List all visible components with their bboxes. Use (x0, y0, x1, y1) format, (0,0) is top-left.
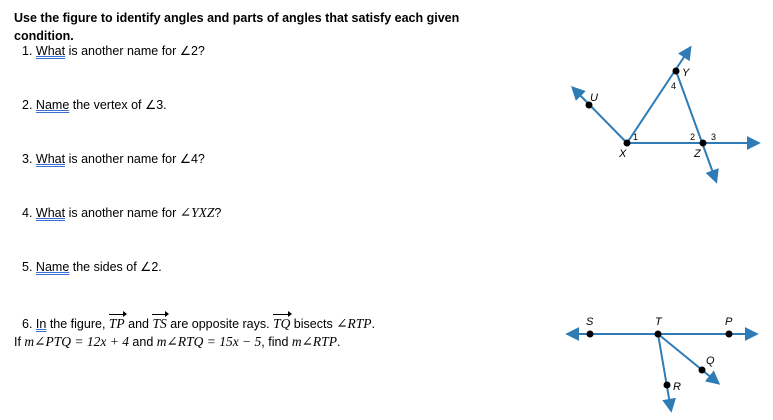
question-6: 6. In the figure, TP and TS are opposite… (22, 311, 375, 333)
label-p: P (725, 316, 733, 328)
question-number: 1. (22, 44, 33, 58)
angle-label-4: 4 (671, 81, 676, 91)
equation-ptq: m∠PTQ = 12x + 4 (24, 334, 129, 349)
target-angle: m∠RTP (291, 334, 337, 349)
question-lead-word: What (35, 152, 66, 166)
question-number: 3. (22, 152, 33, 166)
label-x: X (618, 148, 627, 160)
figure-1: U Y X Z 1 2 3 4 (571, 45, 761, 184)
question-text: and (124, 317, 153, 331)
ray-tq: TQ (273, 311, 293, 331)
question-text: is another name for ∠4? (65, 152, 205, 166)
ray-ts: TS (152, 311, 170, 331)
question-text: are opposite rays. (166, 317, 274, 331)
angle-rtp: ∠RTP (336, 316, 372, 331)
question-2: 2. Name the vertex of ∠3. (22, 96, 167, 114)
question-lead-word: Name (35, 98, 70, 112)
question-1: 1. What is another name for ∠2? (22, 42, 205, 60)
question-text: . (371, 317, 375, 331)
ray-xy (626, 45, 692, 144)
question-number: 2. (22, 98, 33, 112)
question-3: 3. What is another name for ∠4? (22, 150, 205, 168)
ray-zy (675, 70, 719, 184)
ray-xu (571, 86, 628, 144)
label-t: T (655, 316, 663, 328)
ray-tq (657, 333, 721, 385)
figure-2: S T P Q R (565, 316, 759, 413)
label-q: Q (706, 355, 715, 367)
point-x (623, 139, 631, 147)
question-5: 5. Name the sides of ∠2. (22, 258, 162, 276)
equation-rtq: m∠RTQ = 15x − 5 (156, 334, 262, 349)
point-p (725, 330, 733, 338)
point-q (698, 366, 706, 374)
question-number: 4. (22, 206, 33, 220)
label-r: R (673, 381, 681, 393)
question-text: is another name for ∠2? (65, 44, 205, 58)
question-end: . (336, 335, 341, 349)
ray-tr (657, 333, 677, 413)
question-lead-word: In (35, 317, 47, 331)
question-number: 5. (22, 260, 33, 274)
point-t (654, 330, 662, 338)
question-lead-word: Name (35, 260, 70, 274)
label-z: Z (693, 148, 702, 160)
question-text: and (128, 335, 157, 349)
label-u: U (590, 92, 598, 104)
question-text: If (14, 335, 25, 349)
point-u (585, 101, 593, 109)
question-text: bisects (290, 317, 337, 331)
question-6-line-2: If m∠PTQ = 12x + 4 and m∠RTQ = 15x − 5, … (14, 333, 340, 351)
ray-tp: TP (108, 311, 127, 331)
point-z (699, 139, 707, 147)
question-lead-word: What (35, 44, 66, 58)
point-s (586, 330, 594, 338)
question-lead-word: What (35, 206, 66, 220)
question-number: 6. (22, 317, 33, 331)
question-text: the sides of ∠2. (69, 260, 162, 274)
question-text: , find (261, 335, 292, 349)
angle-label-2: 2 (690, 132, 695, 142)
question-end: ? (214, 206, 222, 220)
instructions: Use the figure to identify angles and pa… (14, 11, 460, 43)
label-s: S (586, 316, 594, 328)
question-text: the vertex of ∠3. (69, 98, 167, 112)
question-text: is another name for (65, 206, 180, 220)
question-text: the figure, (46, 317, 109, 331)
angle-label-1: 1 (633, 132, 638, 142)
point-y (672, 67, 680, 75)
point-r (663, 381, 671, 389)
angle-yxz: ∠YXZ (179, 205, 215, 220)
question-4: 4. What is another name for ∠YXZ? (22, 204, 221, 222)
angle-label-3: 3 (711, 132, 716, 142)
label-y: Y (682, 67, 690, 79)
